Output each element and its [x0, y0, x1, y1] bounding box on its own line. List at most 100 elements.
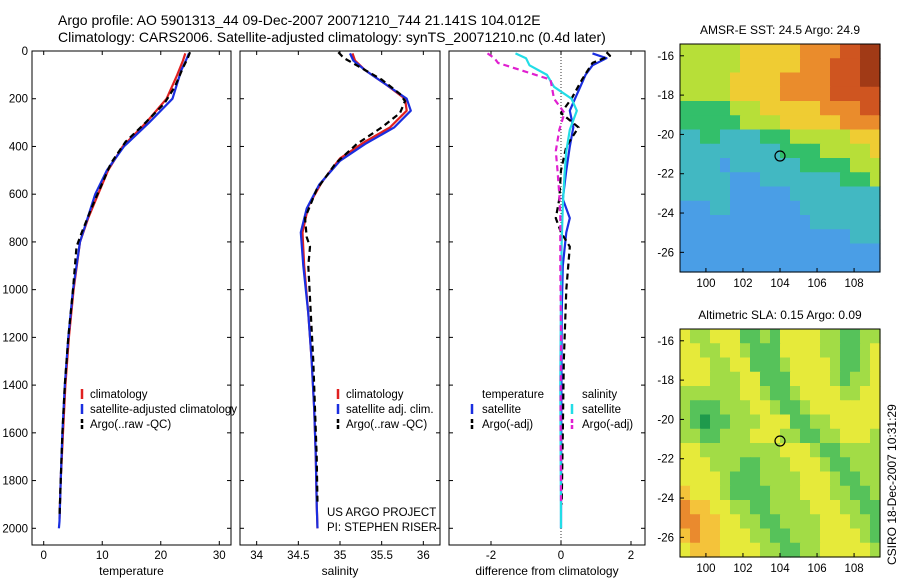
heatmap-cell	[850, 414, 861, 430]
heatmap-cell	[790, 457, 801, 473]
heatmap-cell	[800, 44, 811, 59]
heatmap-cell	[820, 386, 831, 401]
heatmap-cell	[820, 542, 831, 558]
heatmap-cell	[710, 514, 721, 530]
x-tick-label: -2	[486, 550, 496, 562]
heatmap-cell	[750, 357, 761, 373]
heatmap-cell	[710, 72, 721, 88]
difference-axes-frame	[448, 50, 646, 546]
heatmap-cell	[760, 58, 771, 74]
heatmap-cell	[840, 400, 851, 416]
heatmap-cell	[840, 143, 851, 159]
temperature-panel: 0 200 400 600 800 1000 1200 1400 1600 1800 2000 0 10…	[2, 46, 237, 578]
heatmap-cell	[760, 428, 771, 444]
heatmap-cell	[800, 143, 811, 159]
heatmap-cell	[710, 414, 721, 430]
heatmap-cell	[700, 457, 711, 473]
heatmap-cell	[680, 329, 691, 344]
heatmap-cell	[700, 243, 711, 259]
heatmap-cell	[840, 172, 851, 188]
heatmap-cell	[760, 343, 771, 359]
heatmap-cell	[690, 343, 701, 359]
heatmap-cell	[730, 371, 741, 387]
argo-float-marker	[774, 435, 786, 447]
heatmap-cell	[750, 186, 761, 202]
heatmap-cell	[750, 172, 761, 188]
heatmap-cell	[870, 414, 881, 430]
legend-entry: climatology	[90, 389, 148, 401]
heatmap-cell	[780, 129, 791, 145]
heatmap-cell	[730, 400, 741, 416]
heatmap-cell	[700, 386, 711, 401]
heatmap-cell	[680, 471, 691, 487]
heatmap-cell	[830, 172, 841, 188]
heatmap-cell	[810, 457, 821, 473]
heatmap-cell	[830, 101, 841, 116]
sla-map-panel: Altimetric SLA: 0.15 Argo: 0.09 100 102 104…	[657, 308, 881, 575]
heatmap-cell	[830, 58, 841, 74]
heatmap-cell	[850, 500, 861, 515]
y-tick-label: 1600	[2, 428, 28, 440]
x-tick-label: 34	[250, 550, 263, 562]
heatmap-cell	[750, 428, 761, 444]
heatmap-cell	[740, 58, 751, 74]
heatmap-cell	[850, 542, 861, 558]
heatmap-cell	[860, 485, 871, 501]
heatmap-cell	[750, 101, 761, 116]
heatmap-cell	[810, 514, 821, 530]
heatmap-cell	[830, 542, 841, 558]
heatmap-cell	[740, 414, 751, 430]
heatmap-cell	[730, 186, 741, 202]
heatmap-cell	[870, 158, 881, 173]
salinity-axes-frame	[239, 50, 441, 546]
heatmap-cell	[780, 143, 791, 159]
heatmap-cell	[680, 528, 691, 544]
heatmap-cell	[860, 229, 871, 245]
heatmap-cell	[830, 386, 841, 401]
heatmap-cell	[780, 58, 791, 74]
lon-tick-label: 100	[696, 563, 715, 575]
heatmap-cell	[810, 357, 821, 373]
heatmap-cell	[850, 215, 861, 230]
heatmap-cell	[820, 414, 831, 430]
heatmap-cell	[680, 514, 691, 530]
heatmap-cell	[780, 215, 791, 230]
heatmap-cell	[690, 528, 701, 544]
heatmap-cell	[680, 443, 691, 458]
heatmap-cell	[730, 500, 741, 515]
heatmap-cell	[690, 72, 701, 88]
heatmap-cell	[830, 457, 841, 473]
heatmap-cell	[690, 129, 701, 145]
heatmap-cell	[800, 229, 811, 245]
heatmap-cell	[860, 386, 871, 401]
heatmap-cell	[810, 428, 821, 444]
heatmap-cell	[680, 371, 691, 387]
heatmap-cell	[870, 186, 881, 202]
heatmap-cell	[800, 72, 811, 88]
heatmap-cell	[750, 386, 761, 401]
heatmap-cell	[780, 329, 791, 344]
heatmap-cell	[750, 457, 761, 473]
heatmap-cell	[840, 485, 851, 501]
heatmap-cell	[690, 200, 701, 216]
heatmap-cell	[730, 86, 741, 102]
heatmap-cell	[690, 371, 701, 387]
heatmap-cell	[860, 172, 871, 188]
heatmap-cell	[800, 457, 811, 473]
lat-tick-label: -18	[657, 375, 674, 387]
heatmap-cell	[740, 200, 751, 216]
heatmap-cell	[780, 86, 791, 102]
heatmap-cell	[760, 542, 771, 558]
heatmap-cell	[680, 243, 691, 259]
heatmap-cell	[790, 215, 801, 230]
series-line-argo-raw-qc-	[303, 51, 407, 505]
heatmap-cell	[830, 428, 841, 444]
heatmap-cell	[740, 528, 751, 544]
heatmap-cell	[820, 158, 831, 173]
heatmap-cell	[830, 257, 841, 273]
heatmap-cell	[780, 101, 791, 116]
heatmap-cell	[850, 172, 861, 188]
heatmap-cell	[760, 257, 771, 273]
heatmap-cell	[760, 528, 771, 544]
heatmap-cell	[710, 443, 721, 458]
